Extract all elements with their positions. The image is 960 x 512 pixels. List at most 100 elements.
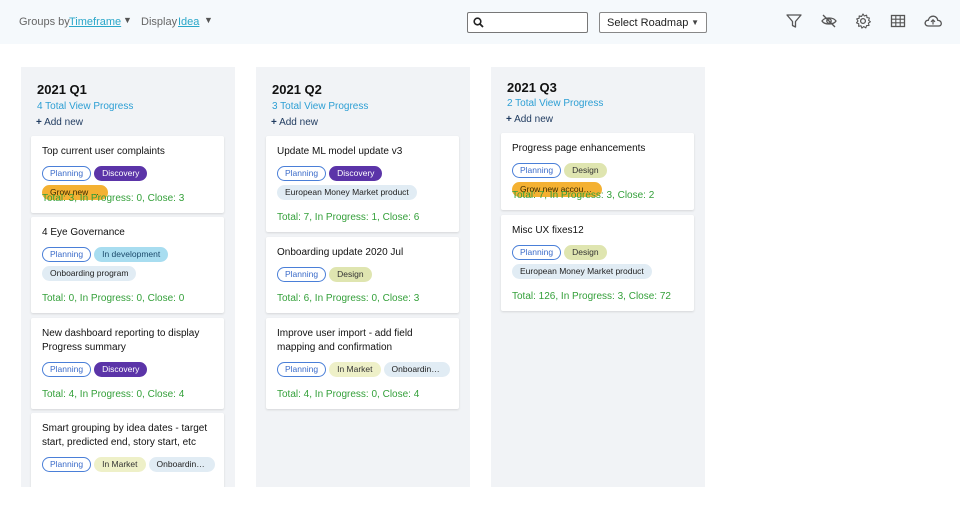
idea-card[interactable]: New dashboard reporting to display Progr… xyxy=(31,318,224,409)
filter-icon[interactable] xyxy=(785,12,803,30)
roadmap-select-value: Select Roadmap xyxy=(607,17,689,29)
card-stats: Total: 4, In Progress: 0, Close: 4 xyxy=(42,389,185,400)
add-new-button[interactable]: + Add new xyxy=(506,114,553,125)
card-title: New dashboard reporting to display Progr… xyxy=(42,328,200,353)
card-tags: Planning Design xyxy=(277,267,451,282)
card-tags: Planning In development Onboarding progr… xyxy=(42,247,216,281)
view-progress-link[interactable]: View Progress xyxy=(304,101,369,112)
goal-tag: European Money Market product xyxy=(512,264,652,279)
column-total: 3 Total xyxy=(272,101,302,112)
search-box[interactable] xyxy=(467,12,588,33)
add-new-button[interactable]: + Add new xyxy=(36,117,83,128)
status-tag: Planning xyxy=(512,245,562,260)
status-tag: Planning xyxy=(277,362,327,377)
column-title: 2021 Q1 xyxy=(37,82,87,97)
display-dropdown[interactable]: Idea xyxy=(178,16,200,28)
search-input[interactable] xyxy=(488,14,584,31)
column-title: 2021 Q3 xyxy=(507,80,557,95)
card-title: 4 Eye Governance xyxy=(42,227,125,238)
column-summary: 2 Total View Progress xyxy=(507,98,603,109)
status-tag: Planning xyxy=(42,457,92,472)
card-title: Misc UX fixes12 xyxy=(512,225,584,236)
card-tags: Planning Discovery Grow new accounts xyxy=(42,166,216,200)
status-tag: Planning xyxy=(42,247,92,262)
card-title: Update ML model update v3 xyxy=(277,146,403,157)
column-2021-q2: 2021 Q2 3 Total View Progress + Add new … xyxy=(256,67,470,487)
search-icon xyxy=(473,17,484,28)
idea-card[interactable]: Top current user complaints Planning Dis… xyxy=(31,136,224,213)
column-2021-q3: 2021 Q3 2 Total View Progress + Add new … xyxy=(491,67,705,487)
idea-card[interactable]: Misc UX fixes12 Planning Design European… xyxy=(501,215,694,311)
groups-by-dropdown[interactable]: Timeframe xyxy=(69,16,122,28)
add-new-label: Add new xyxy=(44,117,83,128)
stage-tag: In Market xyxy=(94,457,146,472)
card-title: Onboarding update 2020 Jul xyxy=(277,247,404,258)
stage-tag: In development xyxy=(94,247,169,262)
groups-by-caret-icon[interactable]: ▼ xyxy=(123,15,132,25)
column-total: 2 Total xyxy=(507,98,537,109)
column-total: 4 Total xyxy=(37,101,67,112)
column-summary: 3 Total View Progress xyxy=(272,101,368,112)
card-stats: Total: 0, In Progress: 0, Close: 0 xyxy=(42,293,185,304)
idea-card[interactable]: Update ML model update v3 Planning Disco… xyxy=(266,136,459,232)
stage-tag: Discovery xyxy=(329,166,383,181)
card-stats: Total: 7, In Progress: 1, Close: 6 xyxy=(277,212,420,223)
view-progress-link[interactable]: View Progress xyxy=(539,98,604,109)
stage-tag: Discovery xyxy=(94,166,148,181)
idea-card[interactable]: Progress page enhancements Planning Desi… xyxy=(501,133,694,210)
status-tag: Planning xyxy=(277,267,327,282)
card-tags: Planning In Market Onboarding program xyxy=(277,362,451,377)
roadmap-select[interactable]: Select Roadmap ▼ xyxy=(599,12,707,33)
card-title: Progress page enhancements xyxy=(512,143,646,154)
add-new-button[interactable]: + Add new xyxy=(271,117,318,128)
plus-icon: + xyxy=(271,117,277,128)
table-icon[interactable] xyxy=(889,12,907,30)
card-tags: Planning In Market Onboarding program xyxy=(42,457,216,472)
gear-icon[interactable] xyxy=(854,12,872,30)
status-tag: Planning xyxy=(42,362,92,377)
card-tags: Planning Discovery European Money Market… xyxy=(277,166,451,200)
groups-by-label: Groups by xyxy=(19,16,70,28)
card-title: Top current user complaints xyxy=(42,146,165,157)
goal-tag: Onboarding program xyxy=(148,457,215,472)
card-tags: Planning Design European Money Market pr… xyxy=(512,245,686,279)
card-title: Improve user import - add field mapping … xyxy=(277,328,413,353)
stage-tag: Design xyxy=(329,267,372,282)
display-caret-icon[interactable]: ▼ xyxy=(204,15,213,25)
stage-tag: Discovery xyxy=(94,362,148,377)
stage-tag: Design xyxy=(564,163,607,178)
cloud-upload-icon[interactable] xyxy=(923,12,943,30)
card-tags: Planning Discovery xyxy=(42,362,216,377)
column-title: 2021 Q2 xyxy=(272,82,322,97)
stage-tag: In Market xyxy=(329,362,381,377)
card-title: Smart grouping by idea dates - target st… xyxy=(42,423,208,448)
column-2021-q1: 2021 Q1 4 Total View Progress + Add new … xyxy=(21,67,235,487)
column-summary: 4 Total View Progress xyxy=(37,101,133,112)
idea-card[interactable]: Improve user import - add field mapping … xyxy=(266,318,459,409)
eye-off-icon[interactable] xyxy=(820,12,838,30)
goal-tag: Grow new accounts xyxy=(512,182,602,197)
goal-tag: Onboarding program xyxy=(42,266,137,281)
goal-tag: Grow new accounts xyxy=(42,185,108,200)
status-tag: Planning xyxy=(512,163,562,178)
card-stats: Total: 7, In Progress: 3, Close: 2 xyxy=(512,190,655,201)
card-stats: Total: 3, In Progress: 0, Close: 3 xyxy=(42,193,185,204)
toolbar: Groups by Timeframe ▼ Display Idea ▼ Sel… xyxy=(0,0,960,44)
status-tag: Planning xyxy=(42,166,92,181)
view-progress-link[interactable]: View Progress xyxy=(69,101,134,112)
chevron-down-icon: ▼ xyxy=(691,18,699,27)
idea-card[interactable]: 4 Eye Governance Planning In development… xyxy=(31,217,224,313)
plus-icon: + xyxy=(506,114,512,125)
card-tags: Planning Design Grow new accounts xyxy=(512,163,686,197)
idea-card[interactable]: Onboarding update 2020 Jul Planning Desi… xyxy=(266,237,459,313)
status-tag: Planning xyxy=(277,166,327,181)
stage-tag: Design xyxy=(564,245,607,260)
card-stats: Total: 6, In Progress: 0, Close: 3 xyxy=(277,293,420,304)
add-new-label: Add new xyxy=(514,114,553,125)
goal-tag: European Money Market product xyxy=(277,185,417,200)
display-label: Display xyxy=(141,16,178,28)
add-new-label: Add new xyxy=(279,117,318,128)
card-stats: Total: 126, In Progress: 3, Close: 72 xyxy=(512,291,671,302)
goal-tag: Onboarding program xyxy=(383,362,450,377)
idea-card[interactable]: Smart grouping by idea dates - target st… xyxy=(31,413,224,487)
